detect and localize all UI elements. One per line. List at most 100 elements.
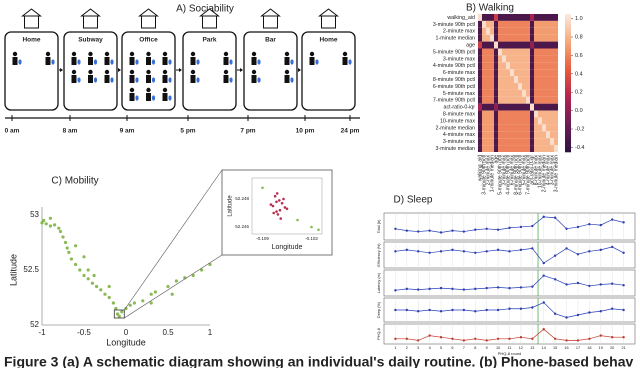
heatmap-cell: [554, 103, 558, 111]
colorbar-step: [565, 30, 571, 33]
person-head: [342, 51, 348, 57]
arrow-head: [179, 68, 182, 72]
heatmap-cell: [482, 76, 486, 83]
heatmap-cell: [498, 103, 502, 111]
colorbar-step: [565, 96, 571, 100]
heatmap-cell: [542, 27, 546, 35]
zoom-box: [113, 309, 125, 319]
colorbar-step: [565, 78, 571, 81]
point: [170, 292, 174, 296]
heatmap-cell: [546, 27, 550, 35]
heatmap-cell: [542, 103, 546, 111]
series-point: [565, 247, 568, 250]
heatmap-cell: [530, 103, 534, 111]
colorbar-label: 0.4: [575, 71, 583, 77]
person-head: [129, 69, 135, 75]
heatmap-cell: [554, 55, 558, 63]
place-icon: [202, 14, 217, 29]
heatmap-cell: [526, 103, 530, 111]
heatmap-cell: [538, 48, 542, 56]
heatmap-cell: [494, 62, 498, 70]
colorbar-step: [565, 83, 571, 86]
heatmap-cell: [494, 138, 498, 146]
colorbar-step: [565, 16, 571, 19]
series-point: [610, 218, 614, 221]
x-tick-label: 6: [451, 346, 453, 350]
heatmap-cell: [530, 41, 534, 49]
x-tick-label: 19: [599, 346, 603, 350]
series-point: [474, 251, 477, 254]
heatmap-cell: [518, 14, 522, 21]
heatmap-cell: [502, 69, 506, 77]
x-tick-label: 0.5: [162, 328, 174, 337]
y-tick-label: 52.5: [23, 265, 39, 274]
heatmap-cell: [494, 55, 498, 63]
series-point: [565, 339, 568, 342]
heatmap-cell: [550, 117, 554, 125]
series-point: [394, 308, 397, 312]
heatmap-cell: [526, 27, 530, 35]
x-tick-label: -0.109: [256, 236, 269, 241]
point: [90, 281, 94, 285]
column-label: 5-minute max: [521, 155, 527, 186]
point: [275, 192, 279, 195]
series-point: [485, 286, 488, 290]
heatmap-cell: [486, 55, 490, 63]
heatmap-cell: [530, 20, 534, 28]
person-body: [162, 57, 168, 65]
y-axis-label: PHQ-8: [377, 328, 381, 340]
heatmap-cell: [514, 55, 518, 63]
heatmap-cell: [478, 103, 482, 111]
series-point: [588, 284, 591, 288]
heatmap-cell: [522, 117, 526, 125]
heatmap-cell: [522, 89, 526, 97]
heatmap-cell: [490, 69, 494, 77]
colorbar-step: [565, 18, 571, 22]
heatmap-cell: [522, 110, 526, 118]
heatmap-cell: [534, 145, 538, 152]
heatmap-cell: [534, 110, 538, 118]
heatmap-cell: [514, 41, 518, 49]
point: [200, 268, 204, 272]
heatmap-cell: [514, 124, 518, 132]
point: [275, 200, 278, 204]
series-point: [542, 328, 545, 331]
column-label: 3-minute max: [501, 155, 507, 186]
colorbar-step: [565, 27, 571, 31]
heatmap-cell: [550, 76, 554, 83]
heatmap-cell: [522, 131, 526, 139]
series-point: [508, 286, 511, 290]
point: [116, 312, 120, 316]
heatmap-cell: [486, 48, 490, 56]
series-point: [622, 336, 625, 339]
heatmap-cell: [478, 34, 482, 42]
point: [269, 203, 273, 206]
series-point: [553, 254, 557, 257]
heatmap-cell: [502, 76, 506, 83]
series-point: [394, 289, 397, 292]
heatmap-cell: [554, 131, 558, 139]
heatmap-cell: [534, 69, 538, 77]
heatmap-cell: [526, 62, 530, 70]
series-point: [610, 282, 614, 285]
place-icon: [24, 14, 39, 29]
heatmap-cell: [546, 96, 550, 104]
heatmap-cell: [490, 76, 494, 83]
series-point: [474, 337, 477, 340]
heatmap-cell: [506, 138, 510, 146]
series-point: [588, 311, 591, 314]
heatmap-cell: [514, 89, 518, 97]
y-axis-label: Latency (m): [377, 272, 381, 293]
series-point: [405, 248, 409, 252]
column-label: 6-minute 90th pctl: [517, 155, 523, 195]
heatmap-cell: [534, 41, 538, 49]
heatmap-cell: [498, 110, 502, 118]
point: [166, 284, 170, 289]
heatmap-cell: [522, 124, 526, 132]
colorbar-step: [565, 32, 571, 35]
heatmap-cell: [534, 34, 538, 42]
heatmap-cell: [490, 110, 494, 118]
heatmap-cell: [506, 27, 510, 35]
heatmap-cell: [502, 34, 506, 42]
heatmap-cell: [482, 96, 486, 104]
